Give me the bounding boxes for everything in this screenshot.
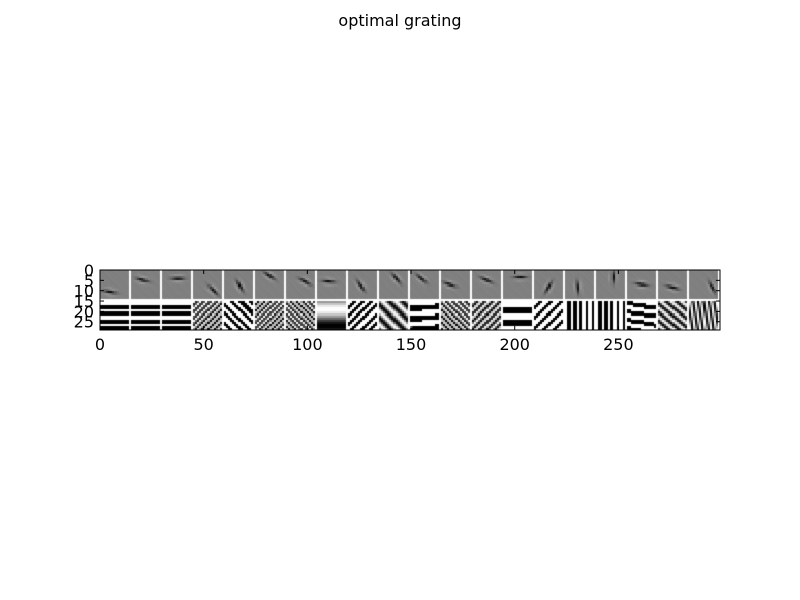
chart-title: optimal grating	[338, 11, 461, 30]
x-tick-label: 250	[603, 335, 634, 354]
y-tick-label: 5	[84, 271, 94, 290]
plot-frame	[99, 269, 721, 331]
y-tick-label: 10	[74, 282, 94, 301]
y-tick-label: 15	[74, 292, 94, 311]
y-tick-label: 25	[74, 313, 94, 332]
x-tick-label: 100	[292, 335, 323, 354]
x-tick-label: 200	[499, 335, 530, 354]
x-tick-label: 0	[95, 335, 105, 354]
y-tick-label: 0	[84, 261, 94, 280]
x-tick-label: 50	[193, 335, 213, 354]
y-tick-label: 20	[74, 302, 94, 321]
x-tick-label: 150	[396, 335, 427, 354]
heatmap-image	[100, 270, 720, 330]
x-axis: 0 50 100 150 200 250	[95, 270, 634, 354]
